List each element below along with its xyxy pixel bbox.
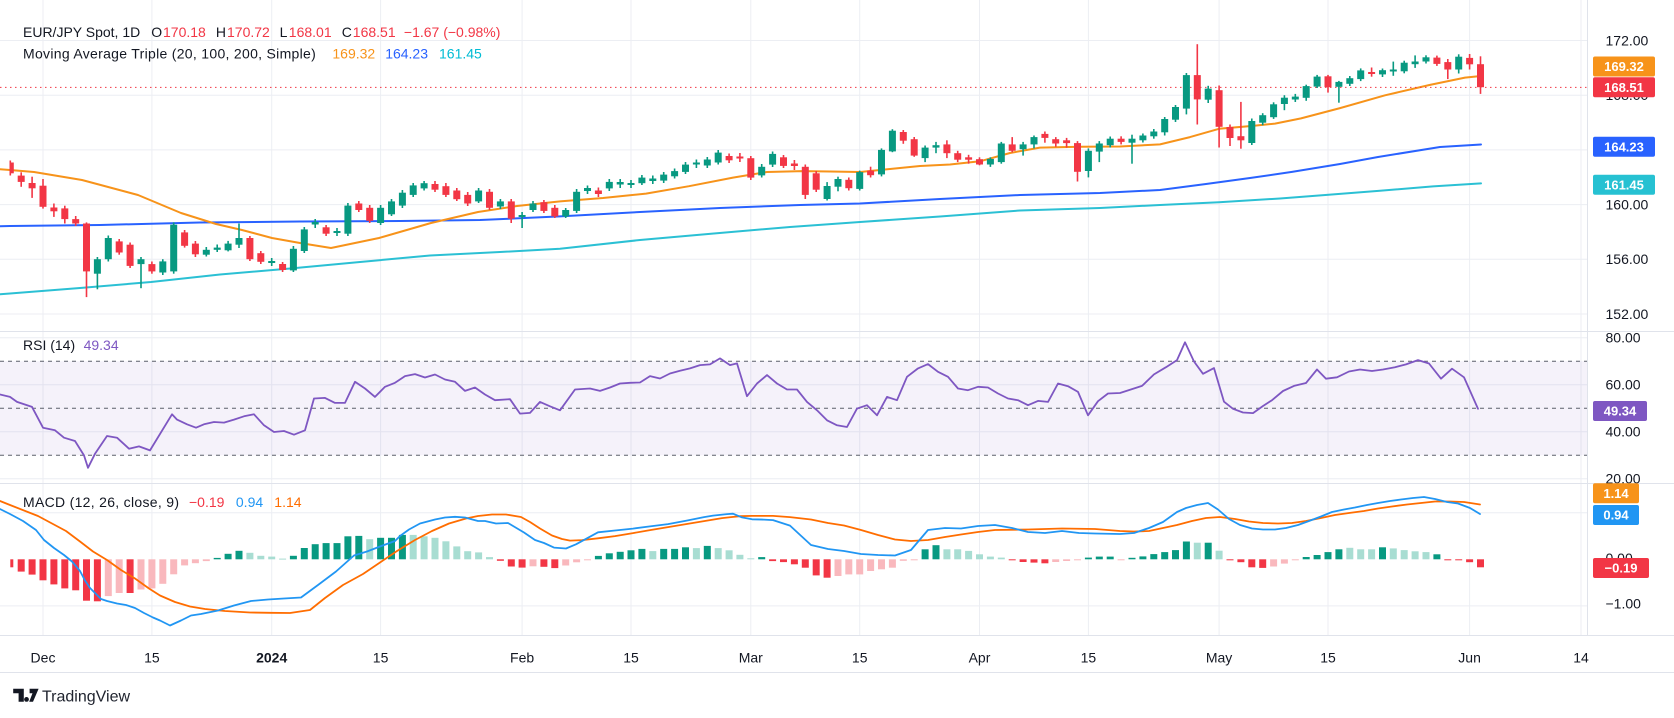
- svg-text:15: 15: [852, 650, 868, 666]
- svg-text:60.00: 60.00: [1606, 377, 1641, 393]
- svg-text:C: C: [342, 24, 352, 40]
- svg-text:161.45: 161.45: [1604, 178, 1644, 193]
- svg-text:Feb: Feb: [510, 650, 534, 666]
- svg-text:80.00: 80.00: [1606, 330, 1641, 346]
- svg-text:169.32: 169.32: [332, 46, 375, 62]
- svg-text:49.34: 49.34: [1604, 404, 1637, 419]
- svg-text:40.00: 40.00: [1606, 424, 1641, 440]
- svg-text:168.51: 168.51: [1604, 80, 1644, 95]
- svg-text:15: 15: [623, 650, 639, 666]
- svg-text:MACD (12, 26, close, 9): MACD (12, 26, close, 9): [23, 494, 179, 510]
- svg-text:1.14: 1.14: [1603, 486, 1629, 501]
- svg-text:152.00: 152.00: [1606, 306, 1649, 322]
- svg-text:−1.67 (−0.98%): −1.67 (−0.98%): [404, 24, 501, 40]
- svg-text:Dec: Dec: [31, 650, 56, 666]
- svg-text:Moving Average Triple (20, 100: Moving Average Triple (20, 100, 200, Sim…: [23, 46, 316, 62]
- svg-text:49.34: 49.34: [84, 337, 119, 353]
- svg-text:172.00: 172.00: [1606, 32, 1649, 48]
- svg-text:L: L: [280, 24, 288, 40]
- svg-text:−0.19: −0.19: [1605, 561, 1638, 576]
- svg-text:0.94: 0.94: [1603, 508, 1629, 523]
- svg-text:RSI (14): RSI (14): [23, 337, 75, 353]
- svg-text:169.32: 169.32: [1604, 59, 1644, 74]
- svg-text:20.00: 20.00: [1606, 471, 1641, 487]
- svg-text:Mar: Mar: [739, 650, 763, 666]
- svg-text:O: O: [151, 24, 162, 40]
- svg-text:160.00: 160.00: [1606, 196, 1649, 212]
- svg-text:14: 14: [1573, 650, 1589, 666]
- svg-text:−0.19: −0.19: [189, 494, 225, 510]
- svg-text:1.14: 1.14: [274, 494, 301, 510]
- svg-text:164.23: 164.23: [1604, 140, 1644, 155]
- svg-text:15: 15: [1081, 650, 1097, 666]
- svg-text:15: 15: [144, 650, 160, 666]
- svg-text:168.51: 168.51: [353, 24, 396, 40]
- svg-text:Apr: Apr: [969, 650, 991, 666]
- svg-text:161.45: 161.45: [439, 46, 482, 62]
- svg-text:156.00: 156.00: [1606, 251, 1649, 267]
- svg-text:0.94: 0.94: [236, 494, 263, 510]
- svg-text:170.72: 170.72: [227, 24, 270, 40]
- svg-text:Jun: Jun: [1458, 650, 1481, 666]
- svg-text:TradingView: TradingView: [42, 689, 130, 706]
- svg-text:170.18: 170.18: [163, 24, 206, 40]
- svg-text:168.01: 168.01: [289, 24, 332, 40]
- svg-text:−1.00: −1.00: [1606, 595, 1642, 611]
- svg-text:15: 15: [1320, 650, 1336, 666]
- svg-text:164.23: 164.23: [385, 46, 428, 62]
- svg-text:15: 15: [373, 650, 389, 666]
- svg-text:May: May: [1206, 650, 1232, 666]
- svg-text:EUR/JPY Spot, 1D: EUR/JPY Spot, 1D: [23, 24, 140, 40]
- svg-text:H: H: [216, 24, 226, 40]
- svg-text:2024: 2024: [256, 650, 287, 666]
